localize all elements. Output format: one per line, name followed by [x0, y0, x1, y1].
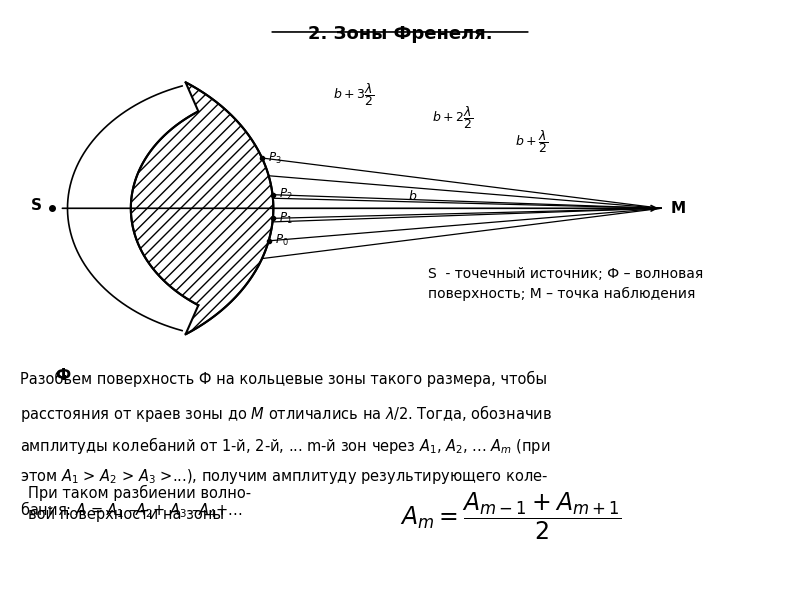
Text: $P_2$: $P_2$	[279, 187, 292, 202]
Text: $b+\dfrac{\lambda}{2}$: $b+\dfrac{\lambda}{2}$	[514, 128, 548, 155]
Text: S: S	[31, 198, 42, 213]
Text: $b+3\dfrac{\lambda}{2}$: $b+3\dfrac{\lambda}{2}$	[333, 80, 374, 107]
Text: M: M	[670, 201, 686, 216]
Text: этом $A_1$ > $A_2$ > $A_3$ >...), получим амплитуду результирующего коле-: этом $A_1$ > $A_2$ > $A_3$ >...), получи…	[20, 467, 548, 486]
Text: амплитуды колебаний от 1-й, 2-й, ... m-й зон через $A_1$, $A_2$, ... $A_m$ (при: амплитуды колебаний от 1-й, 2-й, ... m-й…	[20, 435, 550, 456]
Text: $b$: $b$	[408, 189, 418, 203]
Text: $A_m = \dfrac{A_{m-1} + A_{m+1}}{2}$: $A_m = \dfrac{A_{m-1} + A_{m+1}}{2}$	[400, 491, 622, 542]
Text: Разобьем поверхность Ф на кольцевые зоны такого размера, чтобы: Разобьем поверхность Ф на кольцевые зоны…	[20, 371, 547, 387]
Text: 2. Зоны Френеля.: 2. Зоны Френеля.	[308, 25, 492, 43]
Text: $b+2\dfrac{\lambda}{2}$: $b+2\dfrac{\lambda}{2}$	[432, 104, 473, 131]
Text: бания: $A$ = $A_1$ –$A_2$+ $A_3$ –$A_4$+...: бания: $A$ = $A_1$ –$A_2$+ $A_3$ –$A_4$+…	[20, 499, 242, 520]
Text: расстояния от краев зоны до $M$ отличались на $\lambda/2$. Тогда, обозначив: расстояния от краев зоны до $M$ отличали…	[20, 403, 552, 424]
Text: При таком разбиении волно-
вой поверхности на зоны: При таком разбиении волно- вой поверхнос…	[28, 485, 251, 522]
Text: $P_3$: $P_3$	[268, 151, 282, 166]
Text: Ф: Ф	[56, 368, 70, 383]
Text: $P_1$: $P_1$	[279, 211, 293, 226]
Text: $P_0$: $P_0$	[275, 233, 289, 248]
Text: S  - точечный источник; Ф – волновая
поверхность; M – точка наблюдения: S - точечный источник; Ф – волновая пове…	[428, 268, 703, 301]
